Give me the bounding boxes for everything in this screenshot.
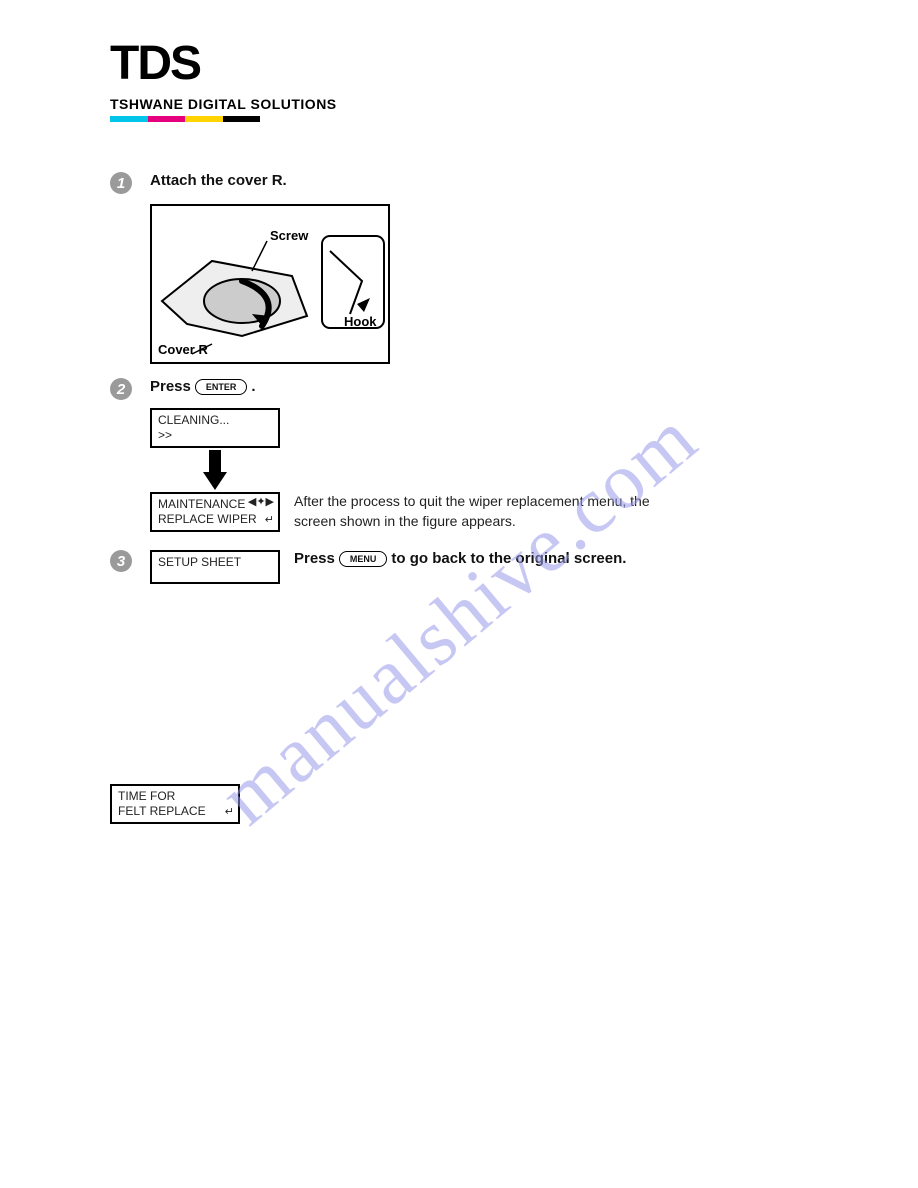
lcd-nav-arrows-icon: ◀✦▶ bbox=[248, 496, 274, 510]
lcd-felt-replace: TIME FOR FELT REPLACE ↵ bbox=[110, 784, 240, 824]
diagram-label-screw: Screw bbox=[270, 228, 308, 243]
lcd-maintenance-line2: REPLACE WIPER bbox=[158, 512, 272, 527]
brand-logo: TDS TSHWANE DIGITAL SOLUTIONS bbox=[110, 40, 808, 122]
step-2-title-post: . bbox=[251, 378, 255, 395]
arrow-down-icon bbox=[150, 450, 280, 490]
lcd-enter-icon: ↵ bbox=[265, 514, 274, 528]
step-2-title-pre: Press bbox=[150, 378, 191, 395]
step-1-title: Attach the cover R. bbox=[150, 172, 808, 189]
lcd-cleaning-line2: >> bbox=[158, 428, 272, 443]
lcd-cleaning: CLEANING... >> bbox=[150, 408, 280, 448]
step-3-title-post: to go back to the original screen. bbox=[391, 550, 626, 567]
logo-subtitle: TSHWANE DIGITAL SOLUTIONS bbox=[110, 96, 808, 112]
step-3-title: Press MENU to go back to the original sc… bbox=[294, 550, 626, 567]
logo-color-bar bbox=[110, 116, 260, 122]
step-2-number: 2 bbox=[110, 378, 132, 400]
enter-button-icon: ENTER bbox=[195, 379, 248, 395]
step-2: 2 Press ENTER . bbox=[110, 378, 808, 400]
logo-text: TDS bbox=[110, 40, 808, 88]
step-2-title: Press ENTER . bbox=[150, 378, 808, 395]
lcd-felt-enter-icon: ↵ bbox=[225, 806, 234, 820]
step-3-number: 3 bbox=[110, 550, 132, 572]
step-3-title-pre: Press bbox=[294, 550, 335, 567]
step-1-number: 1 bbox=[110, 172, 132, 194]
step-1-diagram: Screw Hook Cover R bbox=[150, 204, 390, 364]
lcd-setup-sheet: SETUP SHEET bbox=[150, 550, 280, 584]
diagram-label-hook: Hook bbox=[344, 314, 377, 329]
lcd-felt-line2: FELT REPLACE bbox=[118, 804, 232, 819]
lcd-felt-line1: TIME FOR bbox=[118, 789, 232, 804]
menu-button-icon: MENU bbox=[339, 551, 388, 567]
diagram-label-cover: Cover R bbox=[158, 342, 208, 357]
step-3: 3 SETUP SHEET Press MENU to go back to t… bbox=[110, 550, 808, 584]
lcd-setup-line1: SETUP SHEET bbox=[158, 555, 272, 570]
step-1: 1 Attach the cover R. bbox=[110, 172, 808, 194]
lcd-maintenance: MAINTENANCE REPLACE WIPER ◀✦▶ ↵ bbox=[150, 492, 280, 532]
step-2-description: After the process to quit the wiper repl… bbox=[294, 492, 674, 531]
lcd-cleaning-line1: CLEANING... bbox=[158, 413, 272, 428]
